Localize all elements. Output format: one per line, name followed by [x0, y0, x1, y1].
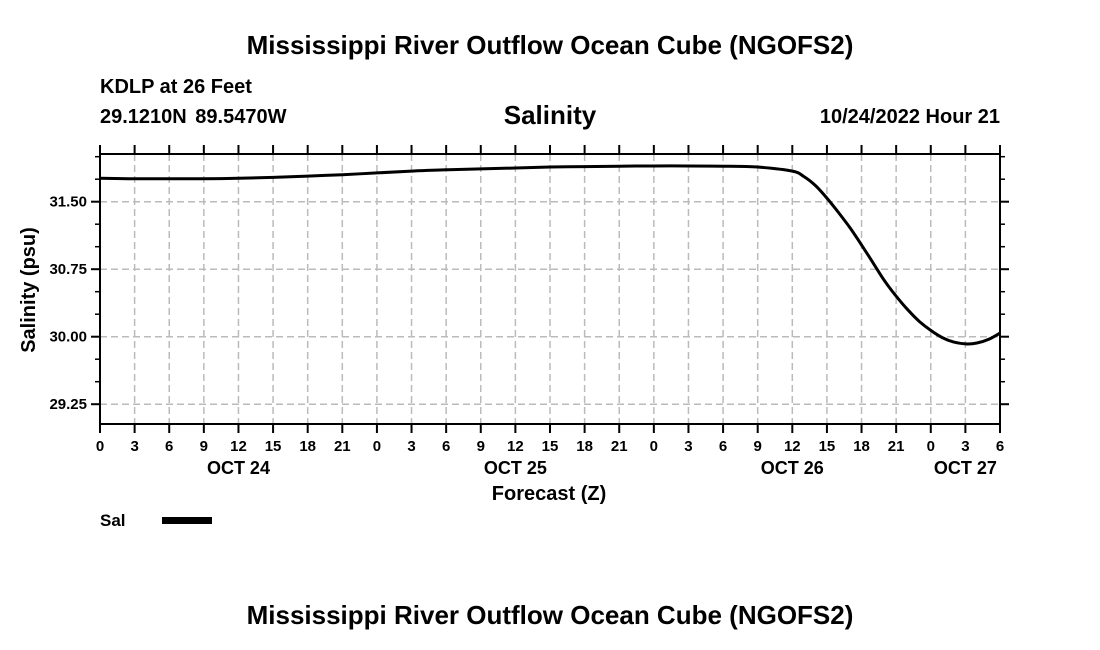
- footer-title: Mississippi River Outflow Ocean Cube (NG…: [246, 600, 854, 630]
- x-tick-label: 6: [165, 438, 173, 455]
- x-tick-label: 9: [200, 438, 208, 455]
- page-title: Mississippi River Outflow Ocean Cube (NG…: [246, 30, 854, 60]
- x-tick-label: 12: [507, 438, 524, 455]
- series-lines: [99, 164, 1001, 346]
- x-tick-label: 15: [819, 438, 836, 455]
- x-tick-label: 18: [853, 438, 870, 455]
- series-line-sal: [99, 164, 1001, 346]
- salinity-chart: 0 3 6 9 12 15 18 21 0 3 6 9 12 15 18 21 0 3 6 9 12 15 18 21 0 3 6 …: [18, 145, 1009, 530]
- x-tick-label: 9: [477, 438, 485, 455]
- x-tick-label: 0: [96, 438, 104, 455]
- x-axis-label: Forecast (Z): [492, 483, 606, 505]
- chart-grid: [100, 154, 1000, 424]
- y-tick-label: 31.50: [49, 194, 87, 211]
- x-tick-label: 6: [719, 438, 727, 455]
- x-tick-label: 21: [334, 438, 351, 455]
- date-label: OCT 26: [761, 458, 824, 478]
- chart-title: Salinity: [503, 100, 597, 130]
- x-tick-label: 6: [996, 438, 1004, 455]
- y-tick-label: 30.75: [49, 261, 87, 278]
- x-tick-label: 3: [684, 438, 692, 455]
- legend-swatch: [162, 517, 212, 524]
- x-tick-label: 0: [927, 438, 935, 455]
- x-tick-label: 3: [961, 438, 969, 455]
- x-tick-label: 15: [542, 438, 559, 455]
- x-tick-label: 18: [576, 438, 593, 455]
- x-tick-label: 3: [407, 438, 415, 455]
- date-label: OCT 27: [934, 458, 997, 478]
- forecast-timestamp: 10/24/2022 Hour 21: [819, 106, 1000, 128]
- x-tick-label: 12: [230, 438, 247, 455]
- x-tick-label: 21: [888, 438, 905, 455]
- legend-label: Sal: [100, 511, 126, 530]
- x-tick-label: 6: [442, 438, 450, 455]
- date-labels: OCT 24 OCT 25 OCT 26 OCT 27: [207, 458, 997, 478]
- x-tick-label: 3: [130, 438, 138, 455]
- x-tick-label: 12: [784, 438, 801, 455]
- date-label: OCT 25: [484, 458, 547, 478]
- x-tick-label: 15: [265, 438, 282, 455]
- y-tick-label: 29.25: [49, 396, 87, 413]
- x-tick-label: 9: [754, 438, 762, 455]
- x-axis: 0 3 6 9 12 15 18 21 0 3 6 9 12 15 18 21 0 3 6 9 12 15 18 21 0 3 6: [96, 145, 1004, 455]
- x-tick-label: 0: [373, 438, 381, 455]
- y-axis: 29.25 30.00 30.75 31.50: [49, 194, 1009, 413]
- y-tick-label: 30.00: [49, 329, 87, 346]
- date-label: OCT 24: [207, 458, 270, 478]
- x-tick-label: 21: [611, 438, 628, 455]
- x-tick-label: 0: [650, 438, 658, 455]
- y-axis-label: Salinity (psu): [18, 227, 40, 353]
- x-tick-label: 18: [299, 438, 316, 455]
- station-coordinates: 29.1210N 89.5470W: [100, 106, 287, 128]
- station-name-depth: KDLP at 26 Feet: [100, 76, 252, 98]
